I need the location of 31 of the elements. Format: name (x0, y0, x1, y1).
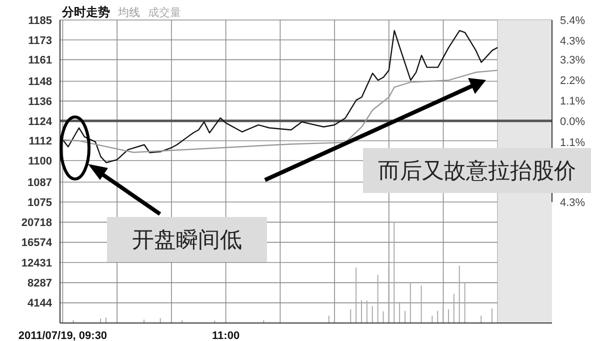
y2-tick-label: 1.1% (560, 136, 586, 149)
y-tick-label: 1161 (28, 54, 52, 67)
y2-tick-label: 5.4% (560, 14, 586, 27)
y-tick-label: 1087 (28, 177, 52, 190)
y-tick-label: 1100 (28, 156, 52, 168)
y-tick-label: 8287 (28, 278, 52, 290)
y-tick-label: 20718 (21, 217, 52, 230)
y-tick-label: 1124 (28, 116, 53, 128)
x-tick-label: 11:00 (212, 330, 240, 341)
annotation: 而后又故意拉抬股价 (363, 148, 591, 193)
y-tick-label: 1185 (28, 14, 52, 27)
text: 成交量 (148, 6, 181, 20)
y2-tick-label: 0.0% (560, 116, 586, 128)
chart-title: 分时走势 (62, 4, 110, 21)
y-tick-label: 1173 (28, 34, 52, 47)
y-tick-label: 12431 (21, 257, 52, 270)
x-tick-label: 2011/07/19, 09:30 (18, 330, 108, 341)
y-tick-label: 16574 (21, 237, 53, 250)
y-tick-label: 1075 (28, 196, 52, 209)
y-tick-label: 4144 (28, 298, 53, 310)
y2-tick-label: 1.1% (560, 96, 586, 108)
y2-tick-label: 4.3% (560, 36, 586, 48)
y-tick-label: 1136 (28, 96, 52, 108)
y2-tick-label: 3.3% (560, 54, 586, 66)
text: 均线 (118, 6, 140, 20)
line-series (62, 70, 498, 153)
annotation: 开盘瞬间低 (107, 217, 267, 262)
y-tick-label: 1112 (28, 136, 52, 148)
y-tick-label: 1148 (28, 76, 52, 88)
y2-tick-label: 2.2% (560, 74, 586, 87)
y2-tick-label: 4.3% (560, 196, 586, 209)
